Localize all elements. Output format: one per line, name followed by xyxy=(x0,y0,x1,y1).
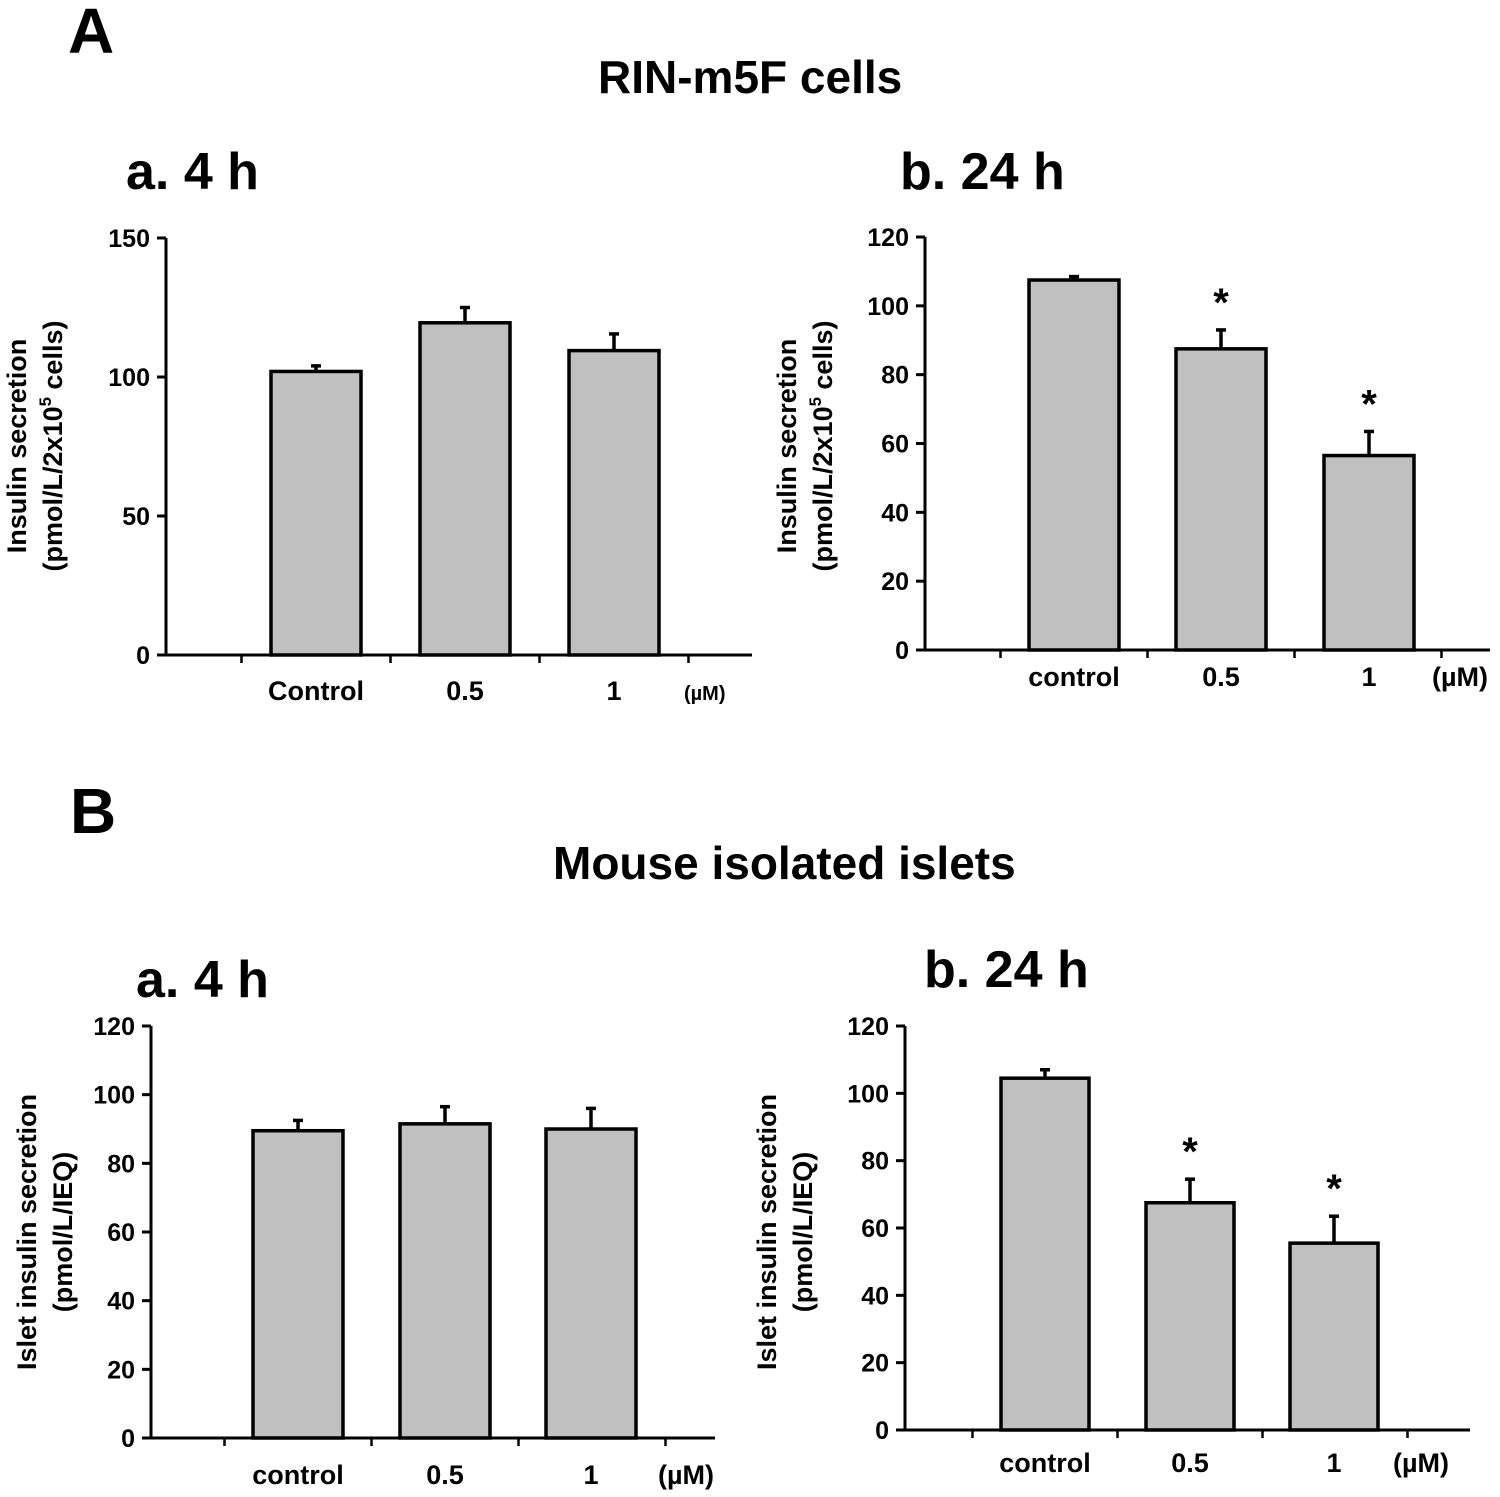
y-axis-label-line1: Insulin secretion xyxy=(2,339,32,554)
significance-star: * xyxy=(1213,281,1229,325)
y-axis-label-line1: Islet insulin secretion xyxy=(752,1094,782,1370)
bar-control xyxy=(251,1128,345,1440)
y-tick-label: 0 xyxy=(136,642,150,670)
y-tick-label: 80 xyxy=(107,1150,135,1178)
chart-title-a-4h: a. 4 h xyxy=(126,143,259,201)
y-tick-label: 80 xyxy=(881,362,909,390)
y-tick-label: 0 xyxy=(895,637,909,665)
y-tick-label: 20 xyxy=(107,1356,135,1384)
y-tick-label: 100 xyxy=(847,1080,889,1108)
unit-label: (µM) xyxy=(684,683,726,705)
category-label: 1 xyxy=(606,676,621,706)
y-tick-label: 40 xyxy=(107,1288,135,1316)
y-axis-label: Islet insulin secretion (pmol/L/IEQ) xyxy=(752,1094,818,1370)
y-tick-label: 0 xyxy=(875,1417,889,1445)
bar-0.5 xyxy=(1174,347,1268,652)
y-tick-label: 150 xyxy=(108,225,150,253)
category-label: 1 xyxy=(1326,1448,1341,1478)
category-label: 0.5 xyxy=(1171,1448,1209,1478)
y-tick-label: 120 xyxy=(847,1013,889,1041)
bar-1 xyxy=(1322,453,1416,652)
y-axis-label-line1: Islet insulin secretion xyxy=(12,1094,42,1370)
y-axis-label-line2: (pmol/L/2x105 cells) xyxy=(36,321,68,572)
y-tick-label: 40 xyxy=(861,1282,889,1310)
chart-title-a-24h: b. 24 h xyxy=(900,143,1065,201)
category-label: Control xyxy=(268,676,364,706)
bar-0.5 xyxy=(398,1122,492,1440)
bar-0.5 xyxy=(1144,1201,1236,1432)
chart-title-b-24h: b. 24 h xyxy=(924,941,1089,999)
category-label: 0.5 xyxy=(426,1460,464,1490)
y-axis-label: Islet insulin secretion (pmol/L/IEQ) xyxy=(12,1094,78,1370)
y-tick-label: 100 xyxy=(108,364,150,392)
y-tick-label: 120 xyxy=(93,1013,135,1041)
unit-label: (µM) xyxy=(658,1460,714,1490)
y-axis-label-line2: (pmol/L/IEQ) xyxy=(48,1152,78,1312)
significance-star: * xyxy=(1326,1167,1342,1211)
category-label: control xyxy=(252,1460,344,1490)
category-label: 1 xyxy=(583,1460,598,1490)
bar-1 xyxy=(1288,1241,1380,1432)
category-label: 0.5 xyxy=(446,676,484,706)
significance-star: * xyxy=(1182,1130,1198,1174)
y-tick-label: 100 xyxy=(867,293,909,321)
section-title-mouse-islets: Mouse isolated islets xyxy=(553,837,1016,889)
bar-1 xyxy=(544,1127,638,1440)
y-tick-label: 60 xyxy=(107,1219,135,1247)
y-axis-label-line2: (pmol/L/IEQ) xyxy=(788,1152,818,1312)
y-tick-label: 50 xyxy=(122,503,150,531)
section-title-rin-m5f: RIN-m5F cells xyxy=(598,51,903,103)
chart-title-b-4h: a. 4 h xyxy=(136,951,269,1009)
y-tick-label: 80 xyxy=(861,1148,889,1176)
panel-letter-a: A xyxy=(68,0,115,67)
y-tick-label: 100 xyxy=(93,1082,135,1110)
significance-star: * xyxy=(1361,382,1377,426)
panel-letter-b: B xyxy=(70,775,117,847)
y-tick-label: 20 xyxy=(861,1350,889,1378)
y-axis-label-line1: Insulin secretion xyxy=(772,339,802,554)
bar-1 xyxy=(567,348,661,657)
y-axis-label: Insulin secretion (pmol/L/2x105 cells) xyxy=(772,321,838,572)
bar-control xyxy=(999,1076,1091,1432)
bar-Control xyxy=(269,369,363,657)
y-axis-label: Insulin secretion (pmol/L/2x105 cells) xyxy=(2,321,68,572)
y-tick-label: 20 xyxy=(881,568,909,596)
y-tick-label: 60 xyxy=(861,1215,889,1243)
category-label: control xyxy=(999,1448,1091,1478)
y-tick-label: 40 xyxy=(881,499,909,527)
unit-label: (µM) xyxy=(1432,662,1488,692)
y-tick-label: 60 xyxy=(881,431,909,459)
unit-label: (µM) xyxy=(1393,1448,1449,1478)
bar-0.5 xyxy=(418,321,512,657)
bar-control xyxy=(1027,278,1121,652)
y-axis-label-line2: (pmol/L/2x105 cells) xyxy=(806,321,838,572)
y-tick-label: 0 xyxy=(121,1425,135,1453)
category-label: 0.5 xyxy=(1202,662,1240,692)
y-tick-label: 120 xyxy=(867,224,909,252)
category-label: control xyxy=(1028,662,1120,692)
category-label: 1 xyxy=(1361,662,1376,692)
